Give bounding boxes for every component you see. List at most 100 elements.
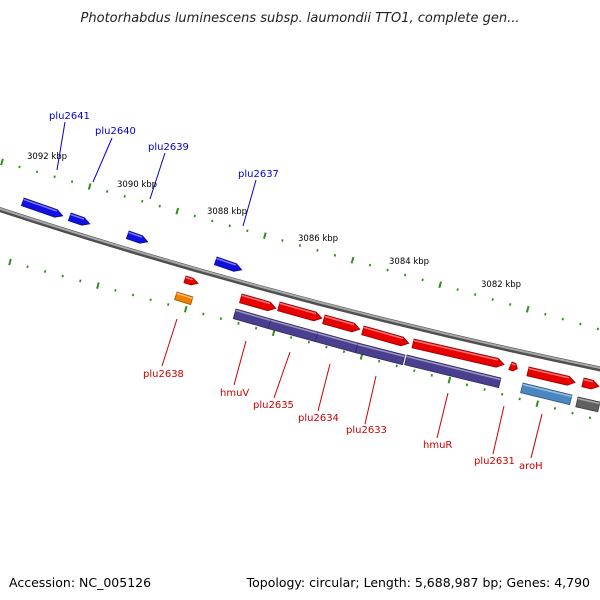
lower-scale-tick <box>500 392 504 396</box>
lower-scale-tick <box>395 364 398 368</box>
gene-block-hmuV[interactable] <box>232 308 272 330</box>
lower-scale-tick <box>342 350 346 354</box>
lower-scale-tick <box>271 329 276 337</box>
lower-scale-tick <box>413 369 416 373</box>
gene-block-plu2635[interactable] <box>267 318 319 343</box>
upper-scale-tick <box>158 204 161 208</box>
upper-scale-tick <box>509 303 512 306</box>
lower-scale-tick <box>114 288 117 292</box>
upper-scale-tick <box>350 256 355 264</box>
upper-scale-tick <box>53 175 56 179</box>
upper-scale-tick <box>246 229 249 233</box>
gene-hmuR[interactable] <box>411 338 505 368</box>
gene-labels: plu2641 plu2640 plu2639 plu2637 plu2638 … <box>49 111 543 472</box>
lower-scale-tick <box>96 282 100 289</box>
gene-plu2637[interactable] <box>213 256 243 272</box>
genome-summary-text: Topology: circular; Length: 5,688,987 bp… <box>246 575 590 590</box>
gene-label-plu2639[interactable]: plu2639 <box>148 142 189 153</box>
lower-scale-tick <box>43 270 47 273</box>
lower-scale-tick <box>377 359 381 363</box>
upper-scale-tick <box>579 322 582 326</box>
upper-scale-tick <box>386 268 389 272</box>
upper-scale-tick <box>438 281 442 289</box>
gene-plu2631[interactable] <box>508 361 518 372</box>
gene-label-plu2640[interactable]: plu2640 <box>95 126 136 137</box>
lower-scale-tick <box>131 293 135 297</box>
gene-plu2640[interactable] <box>67 212 91 226</box>
gene-block-hmuR[interactable] <box>404 354 502 389</box>
gene-plu2639[interactable] <box>125 230 149 244</box>
gene-label-hmuV[interactable]: hmuV <box>220 388 249 399</box>
lower-scale-tick <box>483 388 486 391</box>
upper-scale-tick <box>18 165 21 169</box>
upper-scale-tick <box>491 298 494 301</box>
backbone <box>0 207 600 372</box>
gene-label-plu2637[interactable]: plu2637 <box>238 169 279 180</box>
scale-label-3090: 3090 kbp <box>117 180 157 190</box>
upper-scale-tick <box>87 183 92 190</box>
upper-scale-tick <box>123 194 126 198</box>
upper-scale-tick <box>474 293 477 296</box>
lower-scale-tick <box>535 400 540 408</box>
gene-offscreen-red[interactable] <box>581 377 600 390</box>
upper-scale-tick <box>263 232 267 239</box>
gene-plu2638-orange[interactable] <box>174 291 194 306</box>
gene-label-plu2634[interactable]: plu2634 <box>298 413 339 424</box>
gene-label-plu2633[interactable]: plu2633 <box>346 425 387 436</box>
gene-plu2635[interactable] <box>277 301 323 322</box>
gene-label-plu2641[interactable]: plu2641 <box>49 111 90 122</box>
gene-label-hmuR[interactable]: hmuR <box>423 440 452 451</box>
upper-scale-tick <box>403 273 407 277</box>
gene-plu2633[interactable] <box>361 325 410 347</box>
scale-label-3082: 3082 kbp <box>481 280 521 290</box>
gene-block-plu2634[interactable] <box>314 331 359 354</box>
upper-scale-tick <box>596 327 600 331</box>
lower-scale-tick <box>588 416 592 420</box>
gene-plu2634[interactable] <box>322 314 361 333</box>
gene-plu2638-red[interactable] <box>183 275 199 286</box>
gene-block-offscreen[interactable] <box>575 396 600 413</box>
gene-label-plu2635[interactable]: plu2635 <box>253 400 294 411</box>
scale-label-3084: 3084 kbp <box>389 257 429 267</box>
lower-scale-tick <box>290 336 293 339</box>
gene-label-plu2638[interactable]: plu2638 <box>143 369 184 380</box>
upper-scale-tick <box>105 190 109 193</box>
upper-scale-tick <box>421 278 424 282</box>
lower-scale-tick <box>447 376 452 384</box>
upper-scale-tick <box>561 317 564 321</box>
upper-scale-tick <box>316 248 319 252</box>
lower-scale-tick <box>219 317 223 321</box>
gene-label-aroH[interactable]: aroH <box>519 461 543 472</box>
accession-text: Accession: NC_005126 <box>9 575 152 590</box>
genes-forward-strand <box>20 197 243 272</box>
lower-scale-tick <box>202 312 205 316</box>
upper-scale-tick <box>333 253 337 257</box>
gene-label-plu2631[interactable]: plu2631 <box>474 456 515 467</box>
upper-scale-tick <box>35 170 39 174</box>
lower-scale-tick <box>26 265 29 269</box>
upper-scale-tick <box>281 239 284 242</box>
upper-scale-tick <box>544 312 547 316</box>
lower-scale-tick <box>430 373 433 377</box>
scale-label-3088: 3088 kbp <box>207 207 247 217</box>
lower-scale-tick <box>254 326 258 330</box>
gene-aroH[interactable] <box>526 366 576 386</box>
upper-scale-tick <box>0 158 4 166</box>
lower-scale-tick <box>183 305 188 313</box>
upper-scale-tick <box>228 224 231 228</box>
upper-scale-tick <box>193 214 196 218</box>
lower-scale-tick <box>325 345 328 349</box>
lower-scale-tick <box>307 340 310 344</box>
lower-scale-tick <box>553 407 557 410</box>
upper-scale-tick <box>298 244 302 247</box>
upper-scale-tick <box>70 180 74 184</box>
gene-hmuV[interactable] <box>239 293 277 312</box>
scale-labels: 3092 kbp 3090 kbp 3088 kbp 3086 kbp 3084… <box>27 152 521 290</box>
gene-block-plu2633[interactable] <box>355 342 406 366</box>
genes-reverse-strand <box>174 275 600 413</box>
lower-scale-tick <box>149 298 152 302</box>
gene-block-aroH[interactable] <box>520 382 573 406</box>
lower-scale-tick <box>79 279 82 283</box>
gene-plu2641[interactable] <box>20 197 64 218</box>
